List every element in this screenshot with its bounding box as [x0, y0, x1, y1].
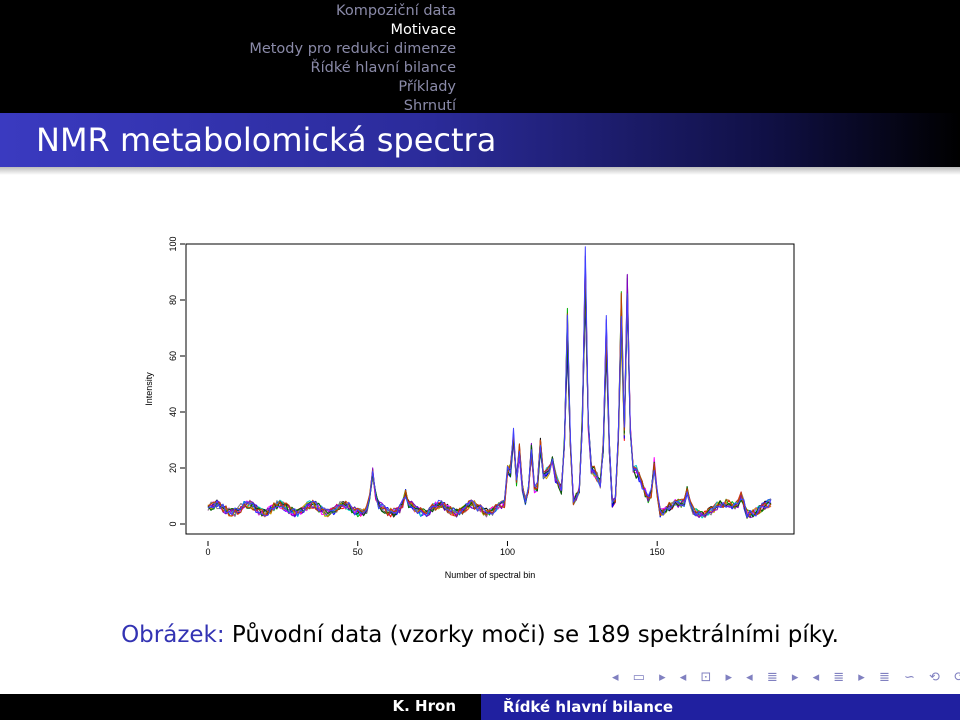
nav-symbol-icon[interactable]: ▸ — [659, 670, 667, 685]
nav-symbol-icon[interactable]: ⟲ — [929, 670, 941, 685]
x-tick-label: 50 — [353, 547, 363, 557]
spectrum-series-line — [207, 284, 772, 519]
x-tick-label: 100 — [500, 547, 515, 557]
axes: 0 50 100 150 0 20 40 60 80 100 — [168, 236, 795, 557]
nav-symbol-icon[interactable]: ▸ — [725, 670, 734, 685]
section-navigation: Kompoziční data Motivace Metody pro redu… — [0, 0, 960, 116]
nav-symbol-icon[interactable]: ◂ — [746, 670, 754, 685]
nav-right-panel — [481, 0, 960, 113]
nav-symbol-icon[interactable]: ▸ — [791, 670, 800, 685]
spectrum-series-line — [207, 261, 772, 518]
x-tick-label: 0 — [205, 547, 210, 557]
figure-caption: Obrázek: Původní data (vzorky moči) se 1… — [0, 622, 960, 648]
nav-symbol-icon[interactable]: ⟳ — [954, 670, 960, 685]
title-shadow — [0, 167, 960, 175]
nav-symbol-icon[interactable]: ▭ — [632, 670, 646, 685]
slide-title-bar: NMR metabolomická spectra — [0, 113, 960, 167]
nav-item-shrnuti[interactable]: Shrnutí — [403, 98, 456, 114]
spectrum-series-line — [207, 267, 772, 518]
y-tick-label: 0 — [168, 521, 178, 526]
nav-item-priklady[interactable]: Příklady — [398, 79, 456, 95]
beamer-navigation-symbols: ◂ ▭ ▸ ◂ ⊡ ▸ ◂ ≣ ▸ ◂ ≣ ▸ ≣ ∽ ⟲ ⟳ — [612, 670, 960, 685]
nav-symbol-icon[interactable]: ≣ — [833, 670, 846, 685]
spectrum-series-line — [207, 274, 772, 519]
footer-title: Řídké hlavní bilance — [481, 694, 960, 720]
spectrum-series-line — [207, 274, 772, 518]
footer-author: K. Hron — [392, 697, 456, 715]
x-tick-label: 150 — [650, 547, 665, 557]
spectrum-series-line — [207, 293, 772, 518]
spectrum-series-line — [207, 255, 772, 519]
nav-symbol-icon[interactable]: ≣ — [766, 670, 779, 685]
nav-list: Kompoziční data Motivace Metody pro redu… — [0, 2, 456, 116]
x-axis-label: Number of spectral bin — [445, 570, 536, 580]
y-tick-label: 80 — [168, 295, 178, 305]
spectrum-series-line — [207, 287, 772, 519]
nav-symbol-icon[interactable]: ◂ — [812, 670, 821, 685]
nav-item-motivace[interactable]: Motivace — [390, 22, 456, 38]
nav-item-kompozicni-data[interactable]: Kompoziční data — [336, 3, 456, 19]
nav-symbol-icon[interactable]: ◂ — [679, 670, 688, 685]
plot-frame — [185, 243, 795, 535]
spectrum-series-line — [207, 274, 772, 518]
footer-bar: K. Hron Řídké hlavní bilance — [0, 694, 960, 720]
y-tick-label: 40 — [168, 407, 178, 417]
nav-symbol-icon[interactable]: ▸ — [858, 670, 866, 685]
caption-prefix: Obrázek: — [121, 622, 225, 648]
y-axis-label: Intensity — [144, 372, 154, 406]
spectrum-series-line — [207, 246, 772, 518]
nav-symbol-icon[interactable]: ⊡ — [700, 670, 713, 685]
spectrum-series-line — [207, 300, 772, 519]
plot-area — [207, 246, 772, 519]
caption-text: Původní data (vzorky moči) se 189 spektr… — [231, 622, 839, 648]
nav-symbol-icon[interactable]: ∽ — [904, 670, 916, 685]
nav-item-ridke-hlavni-bilance[interactable]: Řídké hlavní bilance — [310, 60, 456, 76]
slide-title: NMR metabolomická spectra — [36, 121, 497, 159]
nav-item-metody[interactable]: Metody pro redukci dimenze — [249, 41, 456, 57]
y-tick-label: 60 — [168, 351, 178, 361]
spectrum-series-line — [207, 259, 772, 518]
y-tick-label: 100 — [168, 236, 178, 251]
y-tick-label: 20 — [168, 463, 178, 473]
nav-symbol-icon[interactable]: ◂ — [612, 670, 620, 685]
nav-symbol-icon[interactable]: ≣ — [878, 670, 891, 685]
